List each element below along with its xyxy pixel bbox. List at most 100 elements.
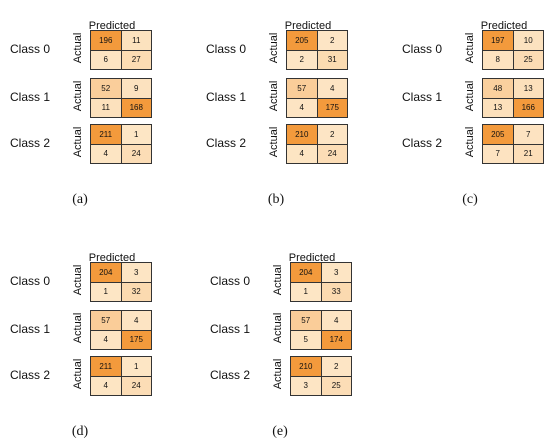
matrix-cell: 3 <box>321 263 351 282</box>
confusion-matrix: 52 9 11 168 <box>90 78 152 118</box>
actual-axis-label: Actual <box>268 32 280 64</box>
actual-axis-label: Actual <box>268 126 280 158</box>
predicted-axis-label: Predicted <box>480 20 528 32</box>
actual-axis-label: Actual <box>464 126 476 158</box>
confusion-matrix: 57 4 4 175 <box>286 78 348 118</box>
confusion-matrix: 205 7 7 21 <box>482 124 544 164</box>
matrix-cell: 21 <box>513 144 543 163</box>
panel-caption: (e) <box>272 424 288 439</box>
matrix-cell: 4 <box>321 311 351 330</box>
matrix-cell: 57 <box>291 311 321 330</box>
matrix-cell: 174 <box>321 330 351 349</box>
matrix-cell: 4 <box>91 144 121 163</box>
matrix-cell: 57 <box>91 311 121 330</box>
matrix-cell: 11 <box>91 98 121 117</box>
confusion-panel: Predicted Class 0 Actual 204 3 1 33 Class 1 Actu… <box>200 240 352 430</box>
confusion-matrix: 205 2 2 31 <box>286 30 348 70</box>
confusion-panel: Predicted Class 0 Actual 204 3 1 32 Class 1 Actu… <box>0 240 152 430</box>
matrix-cell: 168 <box>121 98 151 117</box>
class-row-label: Class 2 <box>10 136 51 150</box>
actual-axis-label: Actual <box>272 264 284 296</box>
actual-axis-label: Actual <box>268 80 280 112</box>
matrix-cell: 2 <box>321 357 351 376</box>
class-row-label: Class 0 <box>10 42 51 56</box>
class-row-label: Class 0 <box>402 42 443 56</box>
matrix-cell: 25 <box>321 376 351 395</box>
confusion-matrix: 210 2 3 25 <box>290 356 352 396</box>
matrix-cell: 3 <box>291 376 321 395</box>
matrix-cell: 205 <box>483 125 513 144</box>
matrix-cell: 1 <box>121 357 151 376</box>
matrix-cell: 24 <box>121 376 151 395</box>
matrix-cell: 211 <box>91 125 121 144</box>
matrix-cell: 9 <box>121 79 151 98</box>
class-row-label: Class 1 <box>10 90 51 104</box>
class-row-label: Class 1 <box>402 90 443 104</box>
actual-axis-label: Actual <box>72 126 84 158</box>
confusion-panel: Predicted Class 0 Actual 196 11 6 27 Class 1 Act… <box>0 8 152 198</box>
matrix-cell: 210 <box>291 357 321 376</box>
class-row-label: Class 0 <box>206 42 247 56</box>
class-row-label: Class 2 <box>210 368 251 382</box>
confusion-matrix: 57 4 5 174 <box>290 310 352 350</box>
predicted-axis-label: Predicted <box>284 20 332 32</box>
class-row-label: Class 0 <box>10 274 51 288</box>
matrix-cell: 175 <box>121 330 151 349</box>
confusion-matrix: 211 1 4 24 <box>90 356 152 396</box>
matrix-cell: 4 <box>317 79 347 98</box>
matrix-cell: 25 <box>513 50 543 69</box>
confusion-matrix: 210 2 4 24 <box>286 124 348 164</box>
matrix-cell: 2 <box>317 31 347 50</box>
matrix-cell: 4 <box>91 376 121 395</box>
matrix-cell: 166 <box>513 98 543 117</box>
matrix-cell: 11 <box>121 31 151 50</box>
actual-axis-label: Actual <box>464 32 476 64</box>
predicted-axis-label: Predicted <box>88 20 136 32</box>
matrix-cell: 7 <box>513 125 543 144</box>
matrix-cell: 10 <box>513 31 543 50</box>
matrix-cell: 24 <box>317 144 347 163</box>
matrix-cell: 2 <box>317 125 347 144</box>
matrix-cell: 24 <box>121 144 151 163</box>
class-row-label: Class 0 <box>210 274 251 288</box>
matrix-cell: 1 <box>91 282 121 301</box>
class-row-label: Class 1 <box>206 90 247 104</box>
matrix-cell: 57 <box>287 79 317 98</box>
confusion-panel: Predicted Class 0 Actual 205 2 2 31 Class 1 Actu… <box>196 8 348 198</box>
confusion-matrix: 196 11 6 27 <box>90 30 152 70</box>
matrix-cell: 5 <box>291 330 321 349</box>
actual-axis-label: Actual <box>72 264 84 296</box>
predicted-axis-label: Predicted <box>88 252 136 264</box>
class-row-label: Class 1 <box>210 322 251 336</box>
matrix-cell: 175 <box>317 98 347 117</box>
panel-caption: (a) <box>72 192 88 207</box>
panel-caption: (b) <box>267 192 285 207</box>
actual-axis-label: Actual <box>272 312 284 344</box>
actual-axis-label: Actual <box>72 80 84 112</box>
class-row-label: Class 1 <box>10 322 51 336</box>
matrix-cell: 196 <box>91 31 121 50</box>
matrix-cell: 197 <box>483 31 513 50</box>
confusion-matrix: 211 1 4 24 <box>90 124 152 164</box>
matrix-cell: 211 <box>91 357 121 376</box>
confusion-matrix: 57 4 4 175 <box>90 310 152 350</box>
confusion-matrix: 204 3 1 32 <box>90 262 152 302</box>
confusion-panel: Predicted Class 0 Actual 197 10 8 25 Class 1 Act… <box>392 8 544 198</box>
matrix-cell: 32 <box>121 282 151 301</box>
matrix-cell: 3 <box>121 263 151 282</box>
matrix-cell: 48 <box>483 79 513 98</box>
class-row-label: Class 2 <box>206 136 247 150</box>
matrix-cell: 4 <box>91 330 121 349</box>
matrix-cell: 2 <box>287 50 317 69</box>
matrix-cell: 6 <box>91 50 121 69</box>
matrix-cell: 13 <box>483 98 513 117</box>
matrix-cell: 31 <box>317 50 347 69</box>
class-row-label: Class 2 <box>402 136 443 150</box>
actual-axis-label: Actual <box>464 80 476 112</box>
matrix-cell: 205 <box>287 31 317 50</box>
matrix-cell: 210 <box>287 125 317 144</box>
panel-caption: (d) <box>71 424 89 439</box>
matrix-cell: 33 <box>321 282 351 301</box>
confusion-matrix: 204 3 1 33 <box>290 262 352 302</box>
